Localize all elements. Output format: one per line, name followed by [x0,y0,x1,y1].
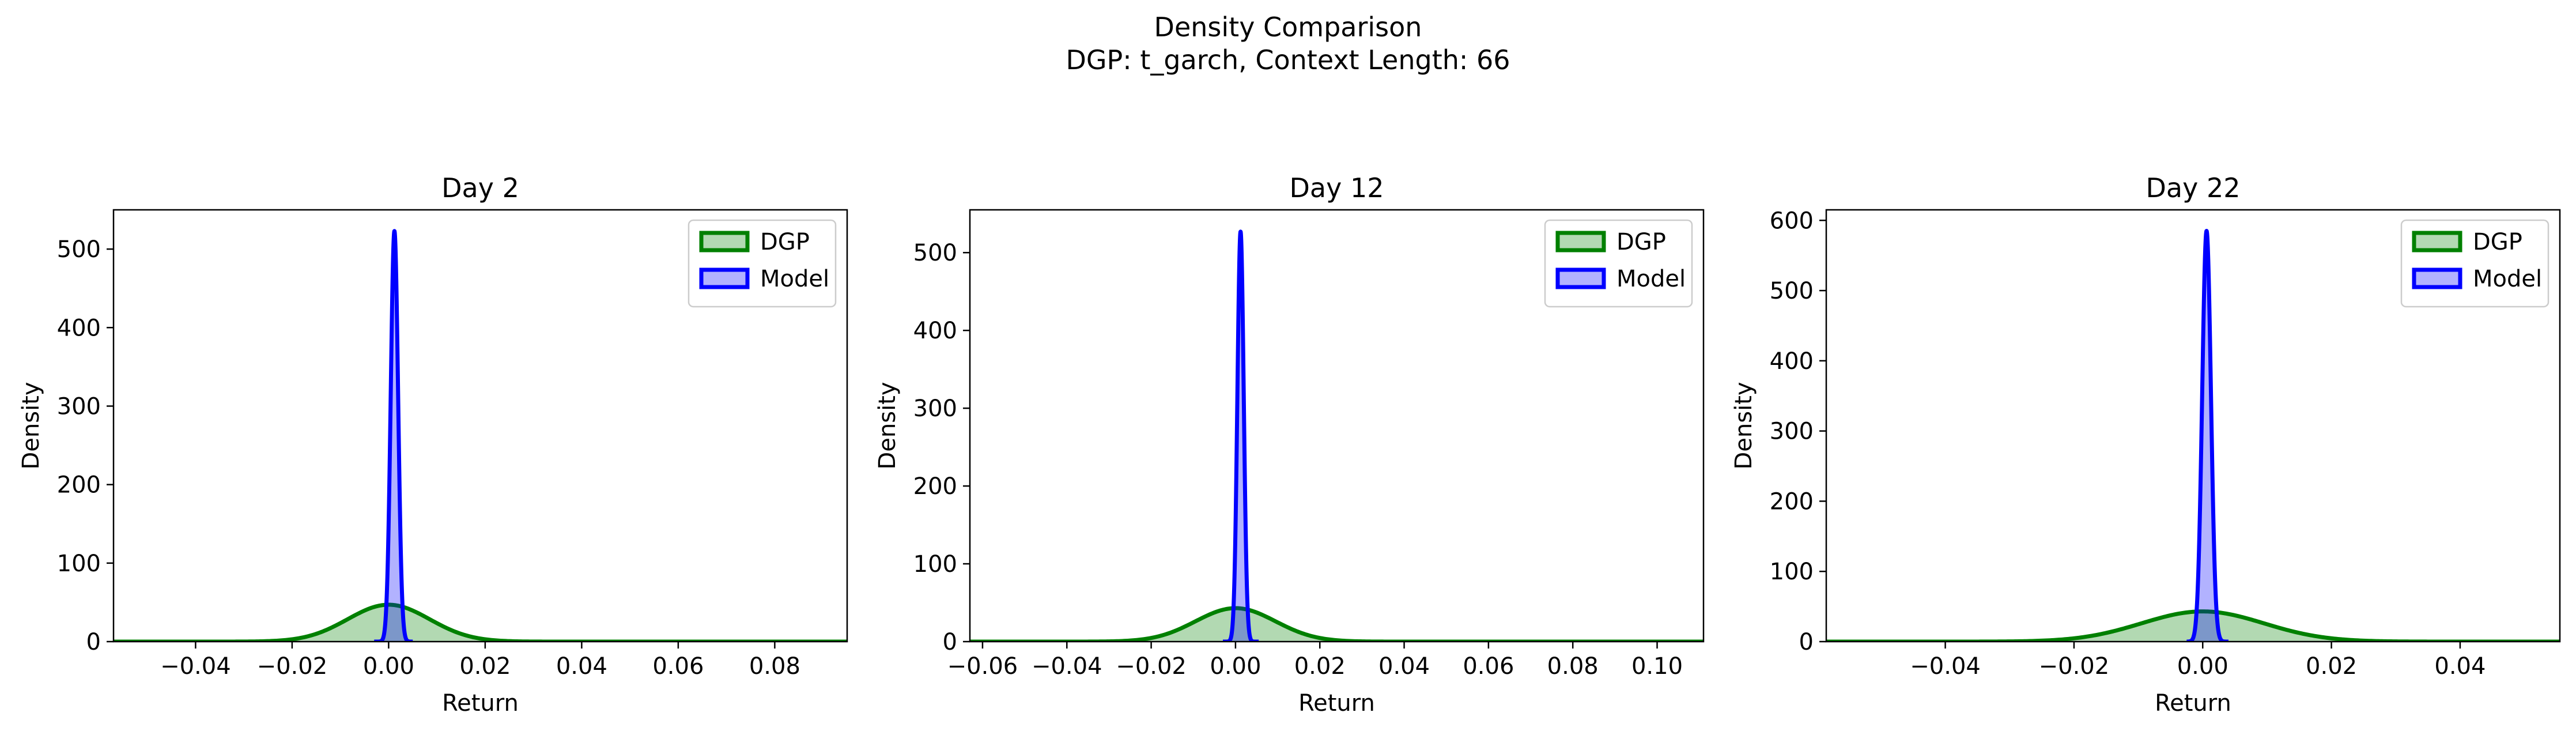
axes-frame [1825,209,2561,643]
x-tick-label: 0.00 [1210,653,1261,680]
y-tick-label: 200 [1770,488,1814,515]
y-tick-label: 300 [913,395,957,422]
y-tick-label: 100 [1770,559,1814,585]
legend: DGP Model [2400,219,2549,308]
x-tick-label: 0.04 [2434,653,2486,680]
y-tick-label: 600 [1770,208,1814,234]
series-model-fill [374,231,413,642]
y-tick-label: 400 [57,315,101,341]
subplot-day-2: −0.06 −0.04 −0.02 0.00 0.02 0.04 0.06 0.08 0.10 0… [874,172,1705,717]
legend: DGP Model [1544,219,1693,308]
y-tick-label: 200 [57,472,101,499]
y-tick-label: 0 [86,629,101,655]
x-tick-label: 0.06 [652,653,704,680]
series-dgp-line [970,606,1704,642]
subplot-day-3: −0.04 −0.02 0.00 0.02 0.04 0 100 200 300 400 500 60… [1731,172,2561,717]
x-tick-label: 0.02 [459,653,511,680]
legend-label-dgp: DGP [1616,229,1666,255]
y-axis-label: Density [18,382,44,469]
subplot-panels: −0.04 −0.02 0.00 0.02 0.04 0.06 0.08 0 100 200 300… [18,172,2561,717]
legend-swatch-dgp [1555,231,1606,252]
x-tick-label: −0.04 [1910,653,1981,680]
legend-swatch-model [2412,267,2462,289]
x-tick-label: −0.04 [1032,653,1102,680]
figure-subtitle: DGP: t_garch, Context Length: 66 [1066,44,1510,76]
series-dgp-fill [1826,611,2560,642]
x-tick-label: −0.02 [1116,653,1187,680]
x-tick-label: 0.08 [749,653,800,680]
y-tick-label: 500 [1770,278,1814,304]
x-axis-label: Return [442,690,519,717]
legend-swatch-model [699,267,750,289]
x-tick-label: 0.00 [2177,653,2228,680]
legend-swatch-dgp [2412,231,2462,252]
y-tick-label: 0 [943,629,957,655]
y-tick-label: 300 [1770,419,1814,445]
series-model-line [2185,229,2231,642]
y-axis-label: Density [1731,382,1757,469]
axes-frame [112,209,848,643]
x-tick-label: −0.02 [2039,653,2110,680]
y-tick-label: 300 [57,393,101,420]
y-tick-label: 400 [913,318,957,344]
x-tick-label: 0.00 [363,653,414,680]
y-tick-label: 0 [1799,629,1814,655]
series-dgp-fill [114,604,847,642]
y-tick-label: 100 [57,551,101,577]
x-tick-label: −0.04 [160,653,231,680]
y-tick-label: 500 [57,236,101,263]
subplot-title: Day 2 [441,172,519,203]
series-dgp-fill [970,608,1704,642]
x-axis-label: Return [2155,690,2231,717]
legend-swatch-model [1555,267,1606,289]
x-tick-label: 0.04 [1378,653,1430,680]
y-axis-label: Density [874,382,901,469]
x-tick-label: 0.10 [1631,653,1683,680]
y-tick-label: 200 [913,473,957,500]
x-tick-label: 0.02 [1294,653,1346,680]
y-tick-label: 400 [1770,348,1814,375]
x-tick-label: 0.08 [1547,653,1599,680]
legend-label-model: Model [2473,266,2542,292]
legend-swatch-dgp [699,231,750,252]
subplot-title: Day 22 [2146,172,2241,203]
figure-title: Density Comparison [1154,12,1422,43]
y-tick-label: 500 [913,240,957,266]
x-axis-label: Return [1298,690,1375,717]
legend-label-model: Model [1616,266,1686,292]
x-tick-label: 0.04 [556,653,607,680]
y-tick-label: 100 [913,551,957,578]
axes-frame [969,209,1705,643]
series-model-fill [2186,231,2228,642]
subplot-title: Day 12 [1290,172,1384,203]
legend-label-dgp: DGP [2473,229,2522,255]
x-tick-label: −0.02 [257,653,328,680]
x-tick-label: −0.06 [947,653,1018,680]
subplot-day-1: −0.04 −0.02 0.00 0.02 0.04 0.06 0.08 0 100 200 300… [18,172,848,717]
legend-label-dgp: DGP [760,229,810,255]
series-model-fill [1222,231,1259,642]
legend: DGP Model [688,219,837,308]
series-dgp-line [114,602,847,642]
legend-label-model: Model [760,266,829,292]
x-tick-label: 0.02 [2306,653,2357,680]
x-tick-label: 0.06 [1463,653,1514,680]
